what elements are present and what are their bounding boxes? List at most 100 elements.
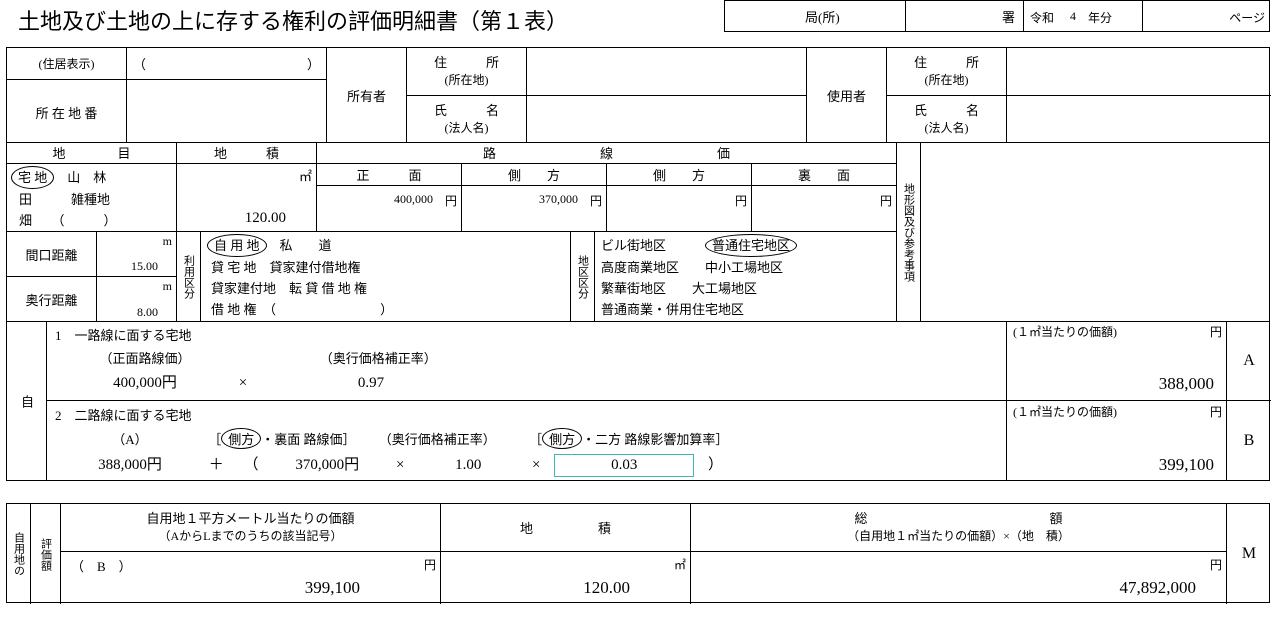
chiku-vert: 地区区分	[571, 232, 595, 322]
mult3: ×	[532, 457, 540, 473]
shomen-val: 400,000	[394, 192, 433, 207]
paren-chimoku: （ ）	[58, 213, 117, 228]
chimoku-hdr: 地 目	[7, 142, 177, 164]
reiwa-pre: 令和	[1030, 9, 1054, 26]
bottom-chiseki: 地 積	[441, 504, 690, 552]
m2-b: ㎡	[674, 556, 686, 573]
okuyuki-label: 奥行距離	[7, 277, 97, 322]
paren-l2: （	[244, 457, 259, 473]
yen-b1: 円	[424, 556, 436, 573]
per-m2-1: (１㎡当たりの価額)	[1013, 323, 1117, 340]
ta: 田	[19, 192, 32, 207]
uramen-hdr: 裏 面	[752, 164, 897, 186]
yen-calc1: 円	[1210, 323, 1222, 340]
hanka: 繁華街地区	[601, 281, 666, 296]
ura-rosen: ・裏面 路線価］	[261, 432, 355, 447]
B-label: B	[1227, 401, 1271, 481]
area-val: 120.00	[245, 210, 286, 227]
per-m2-2: (１㎡当たりの価額)	[1013, 403, 1117, 420]
page-label: ページ	[1229, 9, 1265, 26]
shomen-label: （正面路線価）	[55, 348, 235, 367]
sokuho-oval2: 側方	[542, 428, 582, 449]
calc-title1: 1 一路線に面する宅地	[55, 325, 998, 344]
shozai-label: 所 在 地 番	[7, 80, 126, 144]
bottom-val2: 120.00	[583, 578, 630, 598]
rate2: 1.00	[408, 457, 528, 474]
bottom-val3: 47,892,000	[1120, 578, 1197, 598]
shomen-val-calc: 400,000円	[55, 371, 235, 392]
paren-open: （	[270, 302, 277, 317]
m2: m	[163, 279, 172, 294]
shakuchi: 借 地 権	[211, 302, 257, 317]
address-block: (住居表示) 所 在 地 番 （ ） 所有者 住 所 (所在地) 氏 名 (法人…	[6, 47, 1270, 143]
mult1: ×	[239, 375, 247, 391]
shoyuusha-label: 所有者	[327, 48, 407, 142]
chiseki-hdr: 地 積	[177, 142, 317, 164]
sokuho-oval1: 側方	[221, 428, 261, 449]
okuyuki2: （奥行価格補正率）	[379, 432, 496, 447]
koudo: 高度商業地区	[601, 260, 679, 275]
jusho1a: 住 所	[407, 52, 526, 71]
land-block: 地 目 地 積 路 線 価 地形図及び参考事項 宅 地 山 林 田 雑種地 畑 …	[6, 142, 1270, 322]
reiwa-yr: 4	[1070, 9, 1076, 24]
okuyuki-label: （奥行価格補正率）	[238, 348, 518, 367]
form-page: 土地及び土地の上に存する権利の評価明細書（第１表） 局(所) 署 令和 4 年分…	[0, 0, 1280, 630]
yen1: 円	[445, 192, 457, 209]
sho-label: 署	[1002, 7, 1015, 26]
riyou-vert: 利用区分	[177, 232, 201, 322]
kashitaku: 貸 宅 地	[211, 260, 257, 275]
A-paren: （A）	[55, 429, 205, 448]
kyoku-label: 局(所)	[805, 7, 840, 26]
bottom-block: 自用地の 評価額 自用地１平方メートル当たりの価額 （AからLまでのうちの該当記…	[6, 503, 1270, 603]
sougaku-sub: （自用地１㎡当たりの価額）×（地 積）	[691, 527, 1226, 544]
yen-calc2: 円	[1210, 403, 1222, 420]
paren-r2: ）	[708, 457, 723, 473]
bottom-label1sub: （AからLまでのうちの該当記号）	[61, 527, 440, 544]
futsuusho: 普通商業・併用住宅地区	[601, 302, 744, 317]
ura-val: 370,000円	[262, 453, 392, 474]
shimei2a: (法人名)	[407, 119, 526, 136]
chikei-vert: 地形図及び参考事項	[897, 142, 921, 322]
m2-unit: ㎡	[299, 166, 312, 185]
maguchi-label: 間口距離	[7, 232, 97, 277]
rate3-teal: 0.03	[554, 454, 694, 477]
M-label: M	[1227, 504, 1271, 604]
yen-b3: 円	[1210, 556, 1222, 573]
A-label: A	[1227, 321, 1271, 401]
jusho2a: (所在地)	[407, 71, 526, 88]
yen3: 円	[735, 192, 747, 209]
sougaku: 総 額	[691, 508, 1226, 527]
takuchi-oval: 宅 地	[11, 166, 54, 189]
tentai: 転 貸 借 地 権	[289, 281, 367, 296]
yen4: 円	[880, 192, 892, 209]
result1: 388,000	[1159, 374, 1214, 394]
page-box: ページ	[1142, 0, 1270, 32]
title: 土地及び土地の上に存する権利の評価明細書（第１表）	[18, 4, 568, 36]
bottom-label1: 自用地１平方メートル当たりの価額	[61, 508, 440, 527]
jukyo-label: (住居表示)	[7, 48, 126, 80]
year-box: 令和 4 年分	[1023, 0, 1143, 32]
sanrin: 山 林	[67, 170, 106, 185]
paren-r: ）	[307, 54, 320, 73]
shimei1b: 氏 名	[887, 100, 1006, 119]
B-paren: （ B ）	[71, 556, 132, 575]
shido: 私 道	[280, 238, 332, 253]
jusho1b: 住 所	[887, 52, 1006, 71]
calc-title2: 2 二路線に面する宅地	[55, 405, 998, 424]
kashiyashaku: 貸家建付借地権	[270, 260, 361, 275]
ji-vert: 自	[7, 321, 47, 481]
shomen-hdr: 正 面	[317, 164, 462, 186]
biru: ビル街地区	[601, 238, 666, 253]
niho: ・二方 路線影響加算率］	[582, 432, 728, 447]
bottom-val1: 399,100	[305, 578, 360, 598]
maguchi-v: 15.00	[131, 259, 158, 274]
rosenka-hdr: 路 線 価	[317, 142, 897, 164]
shimei1a: 氏 名	[407, 100, 526, 119]
kyoku-box: 局(所) 署	[724, 0, 1024, 32]
paren-close: ）	[380, 302, 393, 317]
chushokou: 中小工場地区	[705, 260, 783, 275]
rate1: 0.97	[251, 375, 491, 392]
futsuuju-oval: 普通住宅地区	[705, 234, 797, 257]
result2: 399,100	[1159, 455, 1214, 475]
hyouka-vert: 評価額	[31, 504, 61, 604]
